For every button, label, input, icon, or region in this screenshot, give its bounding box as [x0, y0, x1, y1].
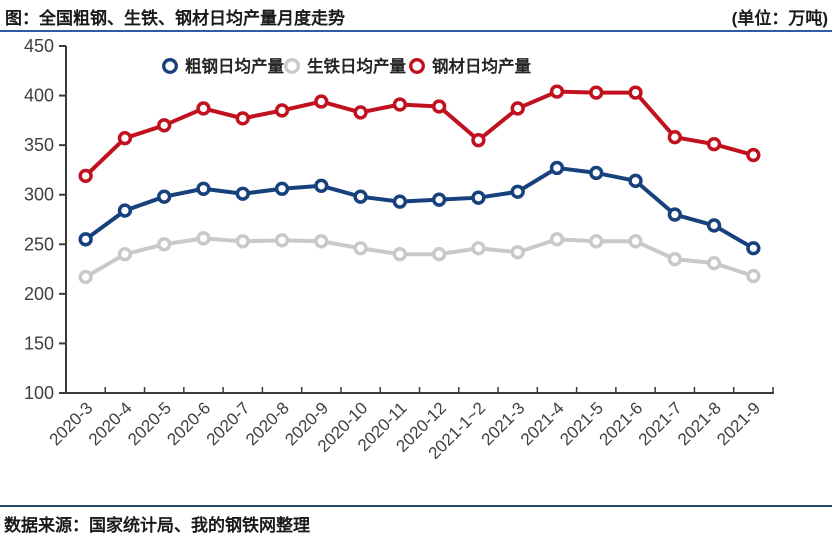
marker-pig-iron: [196, 231, 211, 246]
x-tick-label: 2020-4: [85, 398, 136, 449]
marker-pig-iron: [235, 234, 250, 249]
marker-crude-steel: [117, 203, 133, 218]
marker-pig-iron: [353, 241, 368, 256]
marker-crude-steel: [274, 181, 290, 196]
marker-steel-products: [157, 118, 172, 133]
marker-pig-iron: [706, 255, 722, 271]
x-tick-label: 2020-6: [163, 398, 214, 449]
x-tick-label: 2020-8: [242, 398, 293, 449]
legend-label-steel-products: 钢材日均产量: [432, 56, 532, 76]
series-line-crude-steel: [83, 165, 756, 251]
marker-pig-iron: [589, 234, 604, 249]
marker-steel-products: [706, 137, 722, 152]
marker-crude-steel: [157, 189, 172, 204]
x-tick-label: 2021-9: [713, 398, 764, 449]
marker-crude-steel: [589, 165, 604, 181]
marker-pig-iron: [78, 269, 93, 285]
x-tick-label: 2020-5: [124, 398, 175, 449]
marker-crude-steel: [431, 192, 447, 207]
marker-crude-steel: [235, 186, 250, 201]
marker-crude-steel: [471, 190, 486, 205]
marker-steel-products: [549, 84, 565, 99]
marker-steel-products: [235, 111, 250, 126]
marker-pig-iron: [628, 234, 643, 249]
x-tick-label: 2021-6: [595, 398, 646, 449]
marker-pig-iron: [667, 252, 682, 267]
title-divider: [0, 30, 832, 32]
marker-crude-steel: [314, 178, 329, 193]
marker-steel-products: [746, 147, 761, 163]
marker-pig-iron: [431, 247, 447, 262]
marker-pig-iron: [274, 233, 290, 248]
x-tick-label: 2021-3: [478, 398, 529, 449]
marker-crude-steel: [667, 207, 682, 222]
x-tick-label: 2021-5: [556, 398, 607, 449]
chart-unit-label: (单位：万吨): [731, 8, 828, 28]
marker-steel-products: [510, 101, 525, 116]
chart-header: 图：全国粗钢、生铁、钢材日均产量月度走势 (单位：万吨): [0, 0, 832, 30]
x-tick-label: 2020-3: [46, 398, 97, 449]
marker-steel-products: [274, 103, 290, 118]
marker-pig-iron: [157, 237, 172, 252]
marker-pig-iron: [314, 234, 329, 249]
legend-swatch-crude-steel: [162, 58, 178, 74]
x-tick-label: 2021-7: [635, 398, 686, 449]
marker-crude-steel: [392, 194, 408, 209]
marker-steel-products: [196, 101, 211, 116]
y-tick-label: 450: [24, 36, 54, 56]
x-tick-label: 2021-4: [517, 398, 568, 449]
legend-swatch-steel-products: [409, 58, 425, 74]
marker-pig-iron: [549, 232, 565, 247]
marker-steel-products: [314, 94, 329, 109]
y-tick-label: 100: [24, 383, 54, 403]
marker-crude-steel: [196, 181, 211, 196]
legend-swatch-pig-iron: [284, 58, 300, 74]
marker-pig-iron: [117, 247, 133, 262]
marker-crude-steel: [510, 184, 525, 199]
marker-steel-products: [78, 168, 93, 184]
data-source-note: 数据来源：国家统计局、我的钢铁网整理: [4, 516, 310, 535]
marker-pig-iron: [471, 241, 486, 256]
marker-pig-iron: [392, 247, 408, 262]
x-tick-label: 2020-7: [203, 398, 254, 449]
y-tick-label: 150: [24, 333, 54, 353]
marker-steel-products: [667, 130, 682, 145]
x-tick-label: 2021-8: [674, 398, 725, 449]
series-line-steel-products: [83, 89, 756, 178]
marker-steel-products: [471, 133, 486, 148]
marker-crude-steel: [706, 218, 722, 233]
legend-label-pig-iron: 生铁日均产量: [307, 56, 407, 76]
marker-steel-products: [431, 99, 447, 114]
line-chart: 1001502002503003504004502020-32020-42020…: [24, 36, 774, 463]
marker-pig-iron: [510, 245, 525, 260]
marker-steel-products: [392, 97, 408, 112]
marker-pig-iron: [746, 268, 761, 284]
legend-label-crude-steel: 粗钢日均产量: [185, 56, 285, 76]
marker-steel-products: [628, 85, 643, 100]
series-line-pig-iron: [83, 236, 756, 280]
y-tick-label: 200: [24, 284, 54, 304]
marker-crude-steel: [549, 160, 565, 176]
marker-steel-products: [117, 131, 133, 146]
marker-crude-steel: [78, 232, 93, 247]
y-tick-label: 250: [24, 234, 54, 254]
marker-steel-products: [589, 85, 604, 100]
source-divider: [0, 505, 832, 507]
marker-steel-products: [353, 105, 368, 120]
y-tick-label: 300: [24, 185, 54, 205]
chart-title: 图：全国粗钢、生铁、钢材日均产量月度走势: [5, 8, 345, 28]
y-tick-label: 350: [24, 135, 54, 155]
marker-crude-steel: [746, 241, 761, 256]
marker-crude-steel: [628, 173, 643, 188]
y-tick-label: 400: [24, 86, 54, 106]
marker-crude-steel: [353, 189, 368, 204]
